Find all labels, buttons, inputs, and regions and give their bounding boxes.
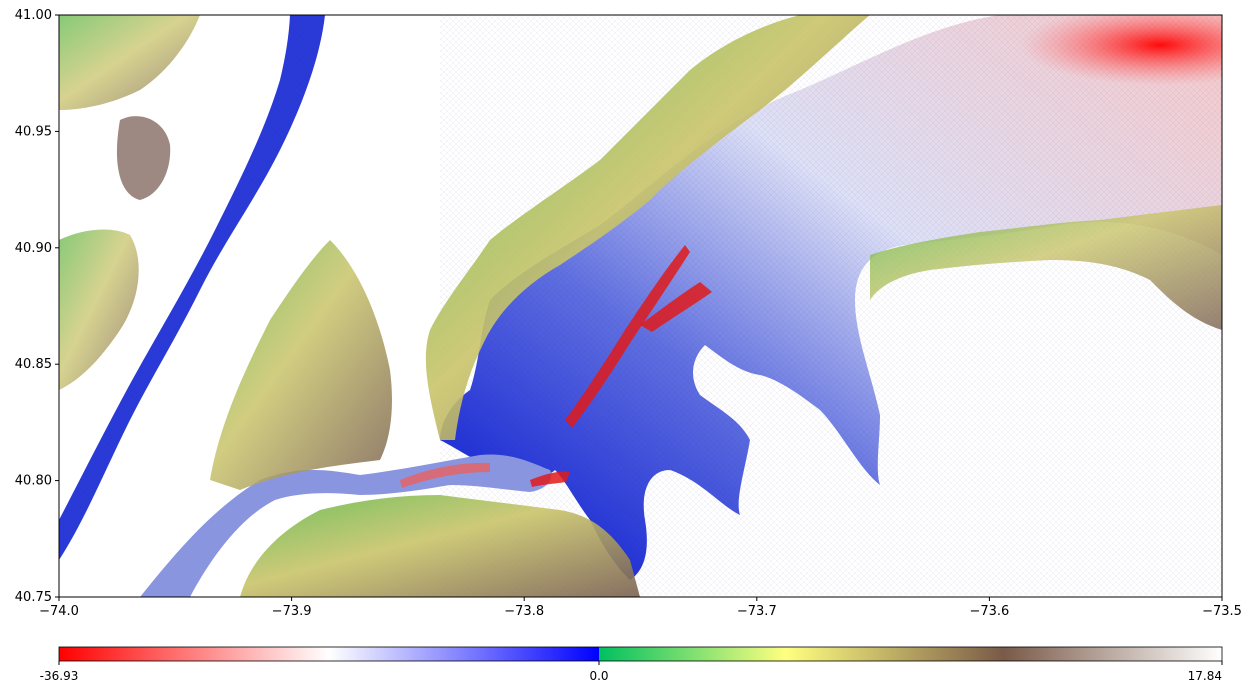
x-tick-label: −73.9: [272, 604, 312, 619]
x-tick-label: −73.8: [504, 604, 544, 619]
x-axis: −74.0 −73.9 −73.8 −73.7 −73.6 −73.5: [39, 597, 1242, 619]
x-tick-label: −73.6: [969, 604, 1009, 619]
y-tick-label: 40.90: [15, 241, 52, 256]
colorbar-label-zero: 0.0: [589, 669, 608, 683]
x-tick-label: −74.0: [39, 604, 79, 619]
colorbar-label-min: -36.93: [40, 669, 79, 683]
y-tick-label: 40.75: [15, 590, 52, 605]
sound-mesh: [440, 15, 1222, 595]
colorbar-positive: [599, 647, 1222, 661]
y-axis: 40.75 40.80 40.85 40.90 40.95 41.00: [15, 8, 59, 605]
y-tick-label: 40.80: [15, 474, 52, 489]
y-tick-label: 40.95: [15, 124, 52, 139]
y-tick-label: 40.85: [15, 357, 52, 372]
y-tick-label: 41.00: [15, 8, 52, 23]
x-tick-label: −73.5: [1202, 604, 1242, 619]
colorbar-label-max: 17.84: [1188, 669, 1222, 683]
colorbar: -36.93 0.0 17.84: [40, 647, 1222, 683]
colorbar-negative: [59, 647, 599, 661]
plot-area: [59, 5, 1252, 597]
x-tick-label: −73.7: [737, 604, 777, 619]
